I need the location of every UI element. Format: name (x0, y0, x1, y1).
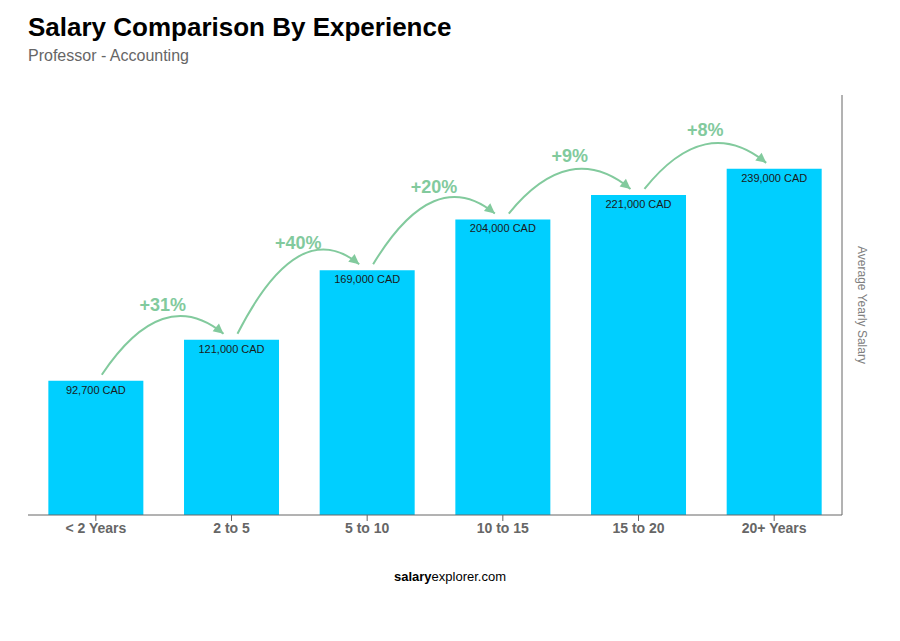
svg-text:20+ Years: 20+ Years (742, 520, 807, 536)
svg-text:+31%: +31% (139, 295, 186, 315)
svg-text:+40%: +40% (275, 233, 322, 253)
svg-text:2 to 5: 2 to 5 (213, 520, 250, 536)
svg-text:92,700 CAD: 92,700 CAD (66, 384, 126, 396)
svg-text:121,000 CAD: 121,000 CAD (198, 343, 264, 355)
svg-text:169,000 CAD: 169,000 CAD (334, 273, 400, 285)
svg-text:Average Yearly Salary: Average Yearly Salary (855, 246, 869, 364)
svg-text:204,000 CAD: 204,000 CAD (470, 222, 536, 234)
svg-text:+20%: +20% (411, 177, 458, 197)
html-text:salary explorer.com: salary explorer.com (394, 569, 506, 584)
html-text:Professor - Accounting: Professor - Accounting (28, 47, 189, 64)
svg-text:5 to 10: 5 to 10 (345, 520, 390, 536)
svg-text:15 to 20: 15 to 20 (612, 520, 664, 536)
svg-text:+8%: +8% (687, 120, 724, 140)
svg-text:+9%: +9% (551, 146, 588, 166)
svg-text:< 2 Years: < 2 Years (65, 520, 126, 536)
svg-text:239,000 CAD: 239,000 CAD (741, 172, 807, 184)
svg-text:221,000 CAD: 221,000 CAD (605, 198, 671, 210)
svg-text:10 to 15: 10 to 15 (477, 520, 529, 536)
html-text:Salary Comparison By Experienc: Salary Comparison By Experience (28, 12, 452, 42)
